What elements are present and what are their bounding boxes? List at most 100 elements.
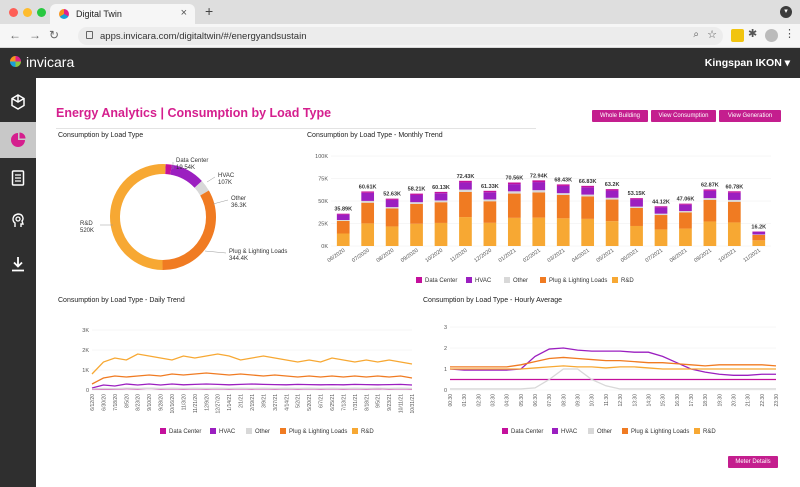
x-tick-label: 6/25/21 bbox=[330, 394, 336, 411]
x-tick-label: 8/5/20 bbox=[124, 394, 130, 408]
sidebar-item-energy[interactable] bbox=[0, 122, 36, 158]
sidebar-item-insights[interactable] bbox=[0, 202, 36, 238]
donut-value-label: 344.4K bbox=[229, 256, 248, 262]
bar-segment bbox=[336, 213, 350, 215]
bar-segment bbox=[336, 220, 350, 234]
x-tick-label: 14:30 bbox=[646, 394, 652, 407]
url-input[interactable]: apps.invicara.com/digitaltwin/#/energyan… bbox=[78, 27, 723, 45]
legend-label: Plug & Lighting Loads bbox=[549, 278, 607, 284]
x-tick-label: 07:30 bbox=[547, 394, 553, 407]
x-tick-label: 6/30/20 bbox=[101, 394, 107, 411]
donut-value-label: 36.3K bbox=[231, 203, 247, 209]
bar-segment bbox=[654, 229, 668, 246]
sidebar-item-model[interactable] bbox=[0, 84, 36, 120]
sidebar-item-documents[interactable] bbox=[0, 160, 36, 196]
legend-label: Plug & Lighting Loads bbox=[289, 429, 347, 435]
legend-swatch bbox=[588, 428, 594, 434]
x-tick-label: 17:30 bbox=[689, 394, 695, 407]
bar-total-label: 16.2K bbox=[751, 224, 766, 230]
minimize-window-icon[interactable] bbox=[23, 8, 32, 17]
whole-building-button[interactable]: Whole Building bbox=[592, 110, 648, 122]
forward-icon[interactable]: → bbox=[29, 28, 41, 42]
donut-category-label: Data Center bbox=[176, 158, 208, 164]
x-tick-label: 02:30 bbox=[476, 394, 482, 407]
x-tick-label: 04/2021 bbox=[571, 248, 591, 264]
account-menu[interactable]: Kingspan IKON ▾ bbox=[704, 57, 790, 69]
donut-value-label: 19.54K bbox=[176, 165, 195, 171]
legend-label: Data Center bbox=[425, 278, 457, 284]
y-tick-label: 1 bbox=[444, 367, 447, 373]
x-tick-label: 05/2021 bbox=[596, 248, 616, 264]
page-title-main: Energy Analytics bbox=[56, 106, 157, 120]
bar-segment bbox=[556, 184, 570, 186]
bar-segment bbox=[483, 192, 497, 200]
bar-segment bbox=[752, 231, 766, 235]
bar-segment bbox=[385, 207, 399, 209]
puzzle-extensions-icon[interactable]: ✱ bbox=[748, 28, 758, 40]
legend-swatch bbox=[552, 428, 558, 434]
bar-segment bbox=[532, 192, 546, 218]
bar-segment bbox=[483, 201, 497, 223]
bar-total-label: 72.94K bbox=[530, 173, 548, 179]
legend-swatch bbox=[502, 428, 508, 434]
url-text: apps.invicara.com/digitaltwin/#/energyan… bbox=[100, 31, 307, 42]
reload-icon[interactable]: ↻ bbox=[49, 28, 60, 42]
legend-label: R&D bbox=[361, 429, 374, 435]
close-window-icon[interactable] bbox=[9, 8, 18, 17]
y-tick-label: 3K bbox=[82, 328, 89, 334]
maximize-window-icon[interactable] bbox=[37, 8, 46, 17]
bar-segment bbox=[361, 200, 375, 203]
bar-segment bbox=[605, 190, 619, 198]
x-tick-label: 9/23/21 bbox=[387, 394, 393, 411]
hourly-line-chart: 0 1 2 3 00:30 01:30 02:30 03:30 04:30 05:30 06:30 0… bbox=[444, 325, 780, 435]
x-tick-label: 9/28/20 bbox=[159, 394, 165, 411]
legend-swatch bbox=[210, 428, 216, 434]
x-tick-label: 23:30 bbox=[774, 394, 780, 407]
bar-segment bbox=[630, 199, 643, 207]
back-icon[interactable]: ← bbox=[9, 28, 21, 42]
browser-tab[interactable]: Digital Twin × bbox=[50, 4, 195, 24]
profile-avatar[interactable] bbox=[765, 29, 778, 42]
tab-close-icon[interactable]: × bbox=[180, 7, 187, 19]
leader-line bbox=[206, 176, 216, 183]
daily-line-chart: 0 1K 2K 3K 6/12/20 6/30/20 7/18/20 8/5/20 8/23/2… bbox=[82, 328, 416, 435]
sidebar-item-download[interactable] bbox=[0, 246, 36, 282]
leader-line bbox=[212, 199, 229, 205]
bar-total-label: 70.56K bbox=[505, 175, 523, 181]
x-tick-label: 09/2021 bbox=[693, 248, 713, 264]
view-generation-button[interactable]: View Generation bbox=[719, 110, 781, 122]
bar-segment bbox=[679, 211, 692, 213]
bar-segment bbox=[434, 200, 448, 203]
x-tick-label: 16:30 bbox=[675, 394, 681, 407]
new-tab-button[interactable]: + bbox=[205, 3, 214, 19]
tab-search-icon[interactable]: ▾ bbox=[780, 6, 792, 18]
bar-total-label: 35.89K bbox=[334, 207, 352, 213]
extension-icon[interactable] bbox=[731, 29, 744, 42]
y-tick-label: 0 bbox=[86, 388, 89, 394]
monthly-bar-chart: 0K 25K 50K 75K 100K 35.89K 06/2020 60.61K 07/202… bbox=[315, 154, 771, 284]
bar-segment bbox=[654, 206, 668, 208]
bar-segment bbox=[532, 180, 546, 183]
legend-label: R&D bbox=[621, 278, 634, 284]
title-divider bbox=[56, 128, 536, 129]
browser-menu-icon[interactable]: ⋮ bbox=[784, 28, 795, 40]
bar-segment bbox=[703, 190, 717, 199]
bar-segment bbox=[336, 219, 350, 221]
x-tick-label: 9/5/21 bbox=[376, 394, 382, 408]
x-tick-label: 3/9/21 bbox=[261, 394, 267, 408]
series-line bbox=[91, 372, 413, 385]
view-consumption-button[interactable]: View Consumption bbox=[651, 110, 716, 122]
bookmark-star-icon[interactable]: ☆ bbox=[707, 29, 717, 41]
x-tick-label: 13:30 bbox=[632, 394, 638, 407]
bar-segment bbox=[703, 221, 717, 246]
x-tick-label: 7/31/21 bbox=[353, 394, 359, 411]
x-tick-label: 08/2020 bbox=[376, 248, 396, 264]
meter-details-button[interactable]: Meter Details bbox=[728, 456, 778, 468]
x-tick-label: 11/21/20 bbox=[193, 394, 199, 413]
series-line bbox=[450, 368, 776, 390]
bar-segment bbox=[410, 203, 423, 224]
bar-segment bbox=[556, 218, 570, 246]
bar-segment bbox=[410, 223, 423, 246]
legend-swatch bbox=[160, 428, 166, 434]
zoom-search-icon[interactable]: ⌕ bbox=[693, 29, 699, 40]
